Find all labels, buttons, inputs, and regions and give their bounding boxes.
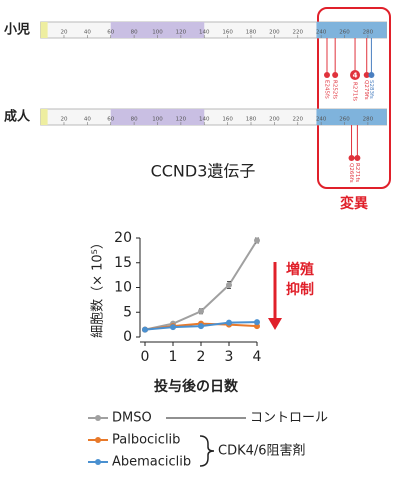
tick-label: 240 bbox=[316, 117, 327, 123]
tick-label: 160 bbox=[222, 117, 233, 123]
mutation-count: 4 bbox=[353, 72, 358, 80]
mutation-label: Q279fs bbox=[363, 80, 369, 100]
mutation-label: R271fs bbox=[352, 82, 358, 101]
tick-label: 60 bbox=[107, 30, 114, 36]
x-tick-label: 4 bbox=[253, 349, 262, 365]
lollipop-head bbox=[348, 155, 355, 161]
tick-label: 140 bbox=[199, 30, 210, 36]
tick-label: 60 bbox=[107, 117, 114, 123]
tick-label: 120 bbox=[176, 30, 187, 36]
domain bbox=[40, 109, 48, 125]
y-tick-label: 10 bbox=[114, 280, 132, 296]
point bbox=[198, 308, 204, 315]
track-label: 成人 bbox=[4, 109, 31, 125]
lollipop-head bbox=[363, 72, 370, 78]
point bbox=[170, 324, 176, 331]
tick-label: 260 bbox=[339, 30, 350, 36]
annotation: 増殖 bbox=[286, 261, 314, 278]
tick-label: 40 bbox=[84, 117, 91, 123]
lollipop-head bbox=[350, 70, 361, 80]
point bbox=[254, 237, 260, 244]
x-tick-label: 3 bbox=[225, 349, 234, 365]
point bbox=[226, 282, 232, 289]
y-tick-label: 15 bbox=[114, 255, 132, 271]
domain bbox=[40, 22, 48, 38]
annotation: 抑制 bbox=[286, 281, 314, 298]
y-tick-label: 0 bbox=[123, 329, 132, 345]
tick-label: 200 bbox=[269, 30, 280, 36]
tick-label: 280 bbox=[363, 117, 374, 123]
annotation: CDK4/6阻害剤 bbox=[218, 443, 306, 459]
domain bbox=[316, 22, 387, 38]
tick-label: 180 bbox=[246, 30, 257, 36]
point bbox=[142, 326, 148, 333]
track-label: 小児 bbox=[4, 23, 30, 38]
point bbox=[198, 323, 204, 330]
highlight-box bbox=[317, 7, 391, 189]
domain bbox=[110, 22, 205, 38]
y-tick-label: 20 bbox=[114, 230, 132, 246]
tick-label: 160 bbox=[222, 30, 233, 36]
mutation-label: R252fs bbox=[332, 80, 338, 99]
legend-marker bbox=[95, 459, 101, 465]
tick-label: 100 bbox=[152, 30, 163, 36]
legend-marker bbox=[95, 415, 101, 421]
highlight-label: 変異 bbox=[340, 195, 368, 212]
mutation-label: S283fs bbox=[368, 80, 374, 99]
tick-label: 120 bbox=[176, 117, 187, 123]
legend-label: Abemaciclib bbox=[112, 455, 191, 470]
gene-label: CCND3遺伝子 bbox=[151, 162, 256, 181]
tick-label: 40 bbox=[84, 30, 91, 36]
y-tick-label: 5 bbox=[123, 304, 132, 320]
x-axis-label: 投与後の日数 bbox=[154, 378, 239, 395]
tick-label: 240 bbox=[316, 30, 327, 36]
lollipop-head bbox=[368, 72, 375, 78]
lollipop-head bbox=[354, 155, 361, 161]
annotation: コントロール bbox=[250, 411, 328, 426]
tick-label: 80 bbox=[131, 30, 138, 36]
tick-label: 100 bbox=[152, 117, 163, 123]
x-tick-label: 2 bbox=[197, 349, 206, 365]
arrow-head bbox=[268, 318, 282, 330]
tick-label: 80 bbox=[131, 117, 138, 123]
tick-label: 220 bbox=[293, 117, 304, 123]
domain bbox=[110, 109, 205, 125]
tick-label: 180 bbox=[246, 117, 257, 123]
mutation-label: R271fs bbox=[354, 163, 360, 182]
legend-marker bbox=[95, 437, 101, 443]
tick-label: 140 bbox=[199, 117, 210, 123]
x-tick-label: 1 bbox=[169, 349, 178, 365]
tick-label: 20 bbox=[60, 117, 67, 123]
domain bbox=[316, 109, 387, 125]
brace bbox=[199, 435, 215, 467]
tick-label: 280 bbox=[363, 30, 374, 36]
tick-label: 260 bbox=[339, 117, 350, 123]
lollipop-head bbox=[323, 72, 330, 78]
x-tick-label: 0 bbox=[141, 349, 150, 365]
point bbox=[254, 319, 260, 326]
tick-label: 220 bbox=[293, 30, 304, 36]
point bbox=[226, 319, 232, 326]
mutation-label: E245fs bbox=[323, 80, 329, 99]
tick-label: 20 bbox=[60, 30, 67, 36]
mutation-label: Q266fs bbox=[348, 163, 354, 183]
tick-label: 200 bbox=[269, 117, 280, 123]
legend-label: DMSO bbox=[112, 411, 152, 426]
legend-label: Palbociclib bbox=[112, 433, 180, 448]
lollipop-head bbox=[332, 72, 339, 78]
y-axis-label: 細胞数（× 10⁵） bbox=[91, 236, 106, 338]
series-line bbox=[144, 239, 258, 331]
